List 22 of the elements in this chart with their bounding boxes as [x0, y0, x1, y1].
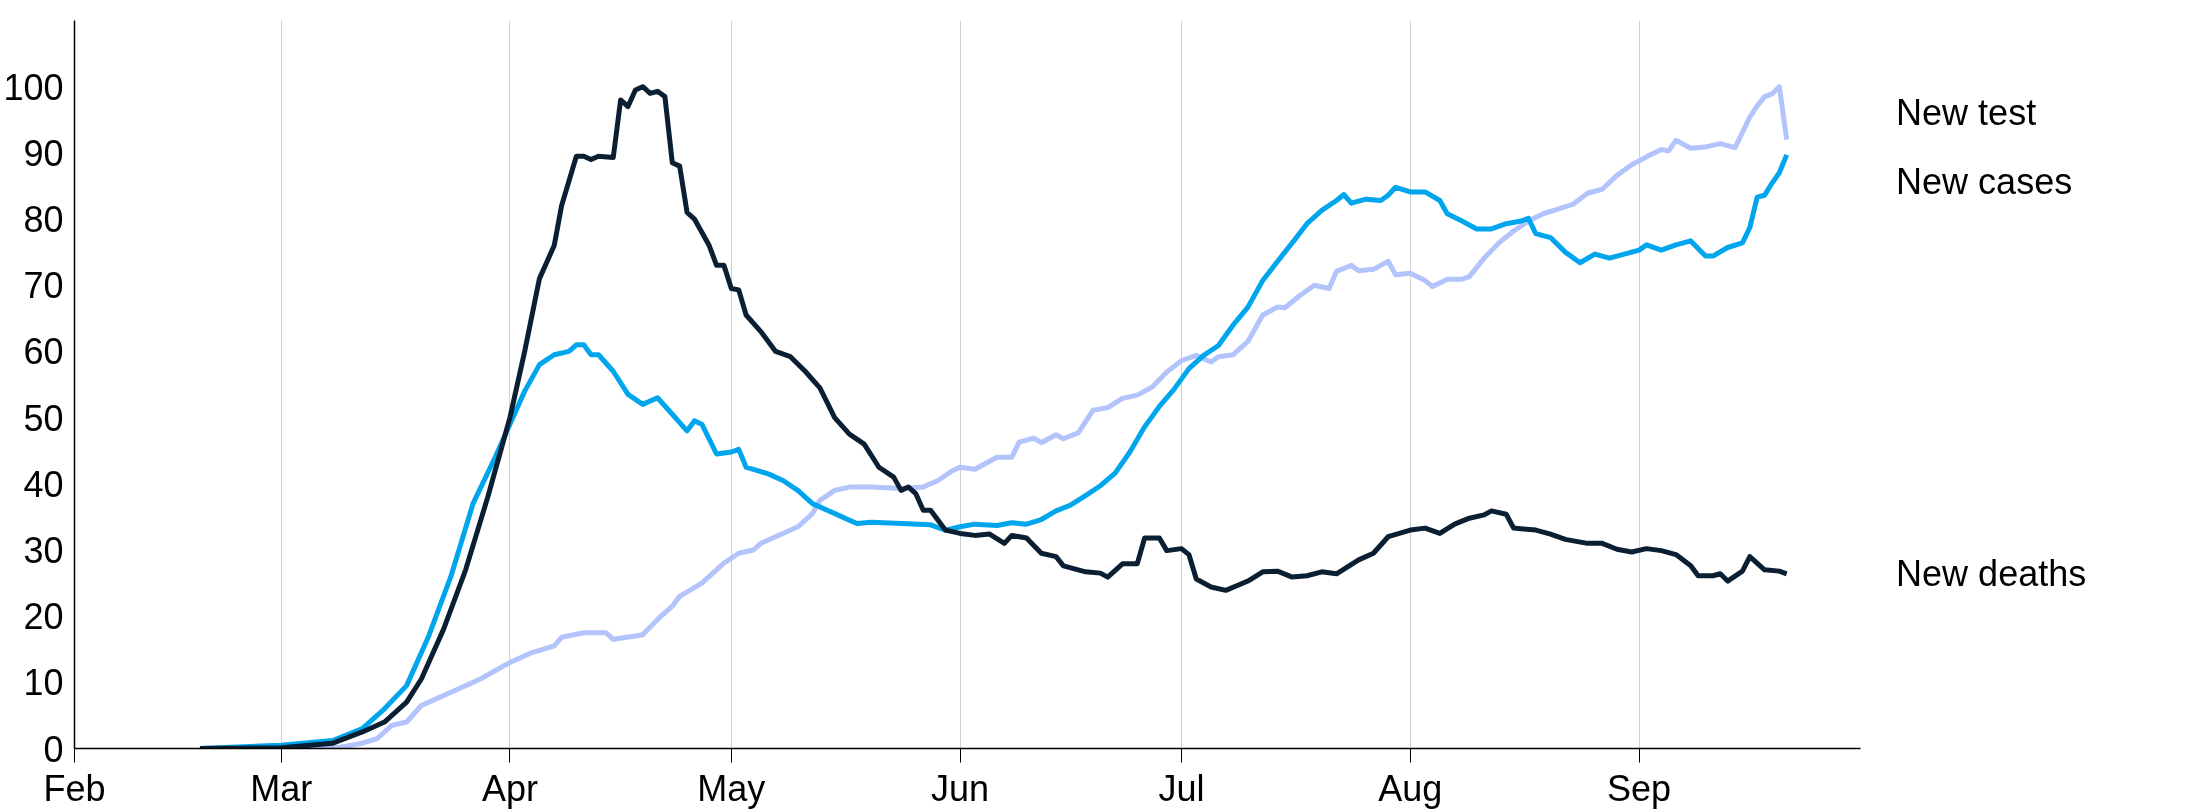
text: New test: [1896, 92, 2037, 134]
y-tick-label: 70: [23, 265, 64, 307]
text: New deaths: [1896, 553, 2087, 595]
y-tick-label: 20: [23, 596, 64, 638]
x-tick-label: Sep: [1607, 767, 1672, 809]
text: New cases: [1896, 161, 2073, 203]
x-tick-label: Mar: [250, 767, 313, 809]
x-tick-label: Jun: [931, 767, 990, 809]
y-tick-label: 100: [3, 66, 64, 108]
y-tick-label: 80: [23, 199, 64, 241]
x-tick-label: May: [697, 767, 766, 809]
y-tick-label: 50: [23, 397, 64, 439]
y-tick-label: 30: [23, 529, 64, 571]
y-tick-label: 10: [23, 662, 64, 704]
y-tick-label: 90: [23, 132, 64, 174]
x-tick-label: Feb: [43, 767, 106, 809]
x-tick-label: Apr: [481, 767, 538, 809]
y-tick-label: 60: [23, 331, 64, 373]
x-tick-label: Aug: [1378, 767, 1443, 809]
y-tick-label: 40: [23, 463, 64, 505]
y-tick-label: 0: [43, 728, 64, 770]
x-tick-label: Jul: [1158, 767, 1205, 809]
